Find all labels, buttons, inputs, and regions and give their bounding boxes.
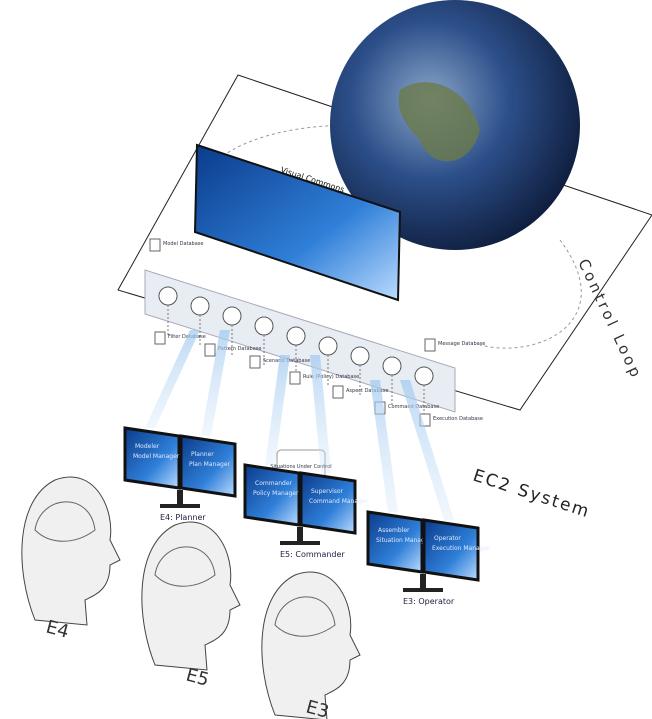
process-node bbox=[286, 326, 306, 346]
monitor-stand bbox=[420, 574, 426, 588]
database-label: Aspect Database bbox=[346, 388, 388, 394]
process-node bbox=[254, 316, 274, 336]
monitor-tool: Model Manager bbox=[133, 453, 180, 460]
database-icon bbox=[424, 338, 436, 352]
control-loop-label: Control Loop bbox=[574, 256, 646, 382]
visual-commons-panel bbox=[193, 143, 402, 302]
database-icon bbox=[149, 238, 161, 252]
monitor-base bbox=[403, 588, 443, 592]
database-label: Model Database bbox=[163, 241, 203, 247]
database-icon bbox=[204, 343, 216, 357]
database-icon bbox=[154, 331, 166, 345]
process-node bbox=[414, 366, 434, 386]
light-beam bbox=[400, 380, 454, 520]
process-node bbox=[158, 286, 178, 306]
monitor-stand bbox=[297, 527, 303, 541]
monitor-role: Assembler bbox=[378, 527, 410, 534]
database-label: Execution Database bbox=[433, 416, 483, 422]
light-beam bbox=[310, 355, 331, 473]
database-icon bbox=[289, 371, 301, 385]
light-beam bbox=[370, 380, 398, 512]
monitor-role: Operator bbox=[434, 535, 461, 542]
database-icon bbox=[332, 385, 344, 399]
brain bbox=[274, 596, 336, 637]
station-label: E3: Operator bbox=[403, 597, 455, 606]
process-node bbox=[318, 336, 338, 356]
monitor bbox=[179, 434, 237, 498]
brain bbox=[154, 546, 216, 587]
monitor-tool: Policy Manager bbox=[253, 490, 299, 497]
monitor-tool: Execution Manager bbox=[432, 545, 490, 552]
process-node bbox=[382, 356, 402, 376]
head-label: E3 bbox=[304, 697, 331, 719]
light-beam bbox=[201, 330, 230, 436]
monitor bbox=[243, 463, 301, 527]
monitor-tool: Command Manager bbox=[309, 498, 369, 505]
monitor bbox=[123, 426, 181, 490]
monitor-role: Planner bbox=[191, 451, 214, 458]
process-node bbox=[222, 306, 242, 326]
database-label: Pattern Database bbox=[218, 346, 261, 352]
monitor-role: Commander bbox=[255, 480, 293, 487]
head-label: E5 bbox=[184, 665, 211, 691]
monitor-role: Modeler bbox=[135, 443, 160, 450]
head-label: E4 bbox=[44, 617, 71, 643]
database-label: Rule (Policy) Database bbox=[303, 374, 359, 380]
light-beam bbox=[145, 330, 200, 428]
system-label: EC2 System bbox=[470, 466, 592, 523]
monitor-tool: Situation Manager bbox=[376, 537, 432, 544]
head bbox=[21, 476, 121, 626]
database-icon bbox=[249, 355, 261, 369]
monitor-base bbox=[160, 504, 200, 508]
monitor-role: Supervisor bbox=[311, 488, 344, 495]
database-label: Message Database bbox=[438, 341, 485, 347]
monitor bbox=[422, 518, 480, 582]
light-beam bbox=[265, 355, 290, 465]
brain bbox=[34, 501, 96, 542]
process-node bbox=[190, 296, 210, 316]
continent bbox=[398, 82, 480, 162]
process-node bbox=[350, 346, 370, 366]
situations-label: Situations Under Control bbox=[270, 464, 331, 470]
monitor-tool: Plan Manager bbox=[189, 461, 231, 468]
monitor-base bbox=[280, 541, 320, 545]
monitor-stand bbox=[177, 490, 183, 504]
monitor bbox=[366, 510, 424, 574]
head bbox=[261, 571, 361, 719]
station-label: E5: Commander bbox=[280, 550, 345, 559]
head bbox=[141, 521, 241, 671]
station-label: E4: Planner bbox=[160, 513, 206, 522]
loop-arrow bbox=[194, 124, 582, 349]
monitor bbox=[299, 471, 357, 535]
